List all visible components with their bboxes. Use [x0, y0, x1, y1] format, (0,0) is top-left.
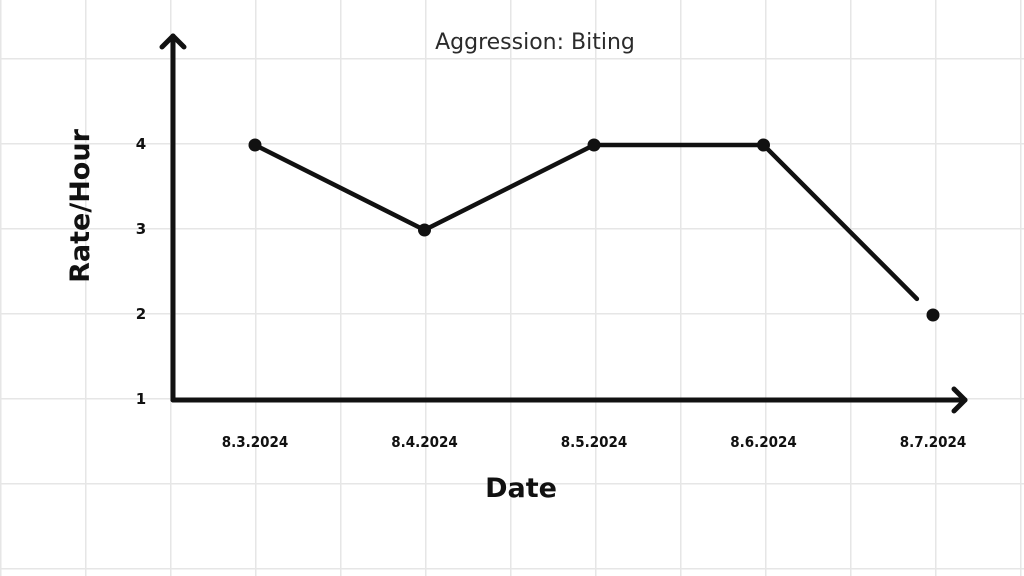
series-line	[252, 142, 920, 302]
data-point	[926, 308, 940, 322]
y-tick-label: 3	[136, 220, 146, 238]
series-segment	[422, 142, 597, 233]
y-tick-label: 1	[136, 390, 146, 408]
x-tick-label: 8.5.2024	[561, 433, 628, 451]
y-axis-arrow	[159, 33, 187, 50]
data-point	[418, 223, 431, 237]
series-segment	[761, 142, 920, 302]
y-tick-label: 4	[136, 135, 146, 153]
x-axis-arrow	[951, 386, 968, 414]
data-point	[248, 138, 262, 152]
x-tick-labels: 8.3.2024 8.4.2024 8.5.2024 8.6.2024 8.7.2024	[222, 433, 967, 451]
x-tick-label: 8.4.2024	[391, 433, 458, 451]
x-tick-label: 8.6.2024	[730, 433, 797, 451]
data-point	[587, 138, 601, 152]
x-tick-label: 8.3.2024	[222, 433, 289, 451]
chart-title: Aggression: Biting	[435, 30, 635, 55]
y-axis-title: Rate/Hour	[65, 128, 96, 282]
data-points	[248, 138, 940, 322]
x-axis-title: Date	[485, 473, 557, 504]
y-tick-label: 2	[136, 305, 146, 323]
axes	[159, 33, 968, 414]
y-tick-labels: 1 2 3 4	[136, 135, 146, 408]
x-tick-label: 8.7.2024	[900, 433, 967, 451]
data-point	[757, 138, 770, 152]
series-segment	[252, 142, 427, 233]
